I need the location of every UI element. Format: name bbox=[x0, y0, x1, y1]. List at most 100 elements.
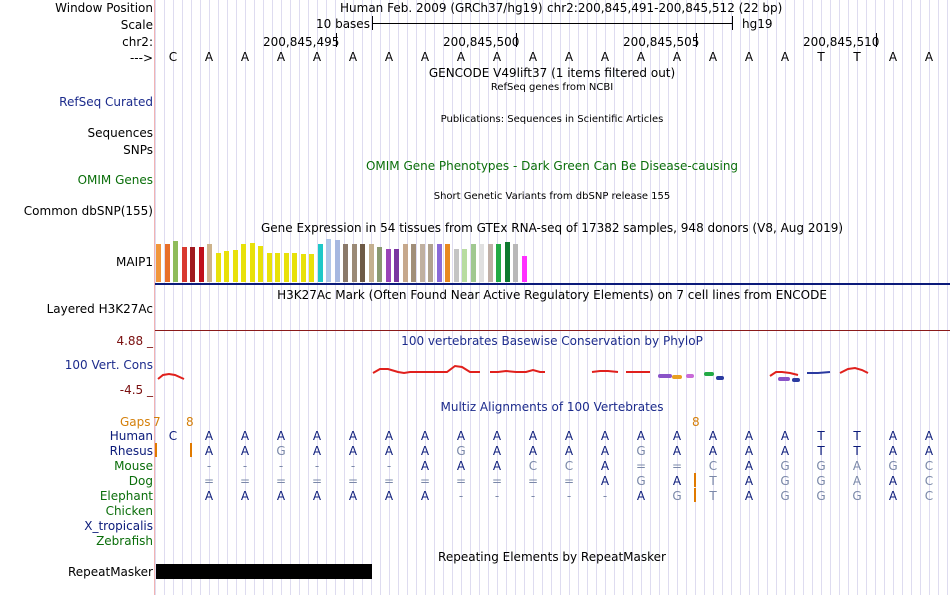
gtex-tissue-bar[interactable] bbox=[275, 253, 280, 282]
gtex-tissue-bar[interactable] bbox=[504, 242, 510, 282]
grid-line bbox=[515, 0, 516, 595]
h3k27-track-title[interactable]: H3K27Ac Mark (Often Found Near Active Re… bbox=[277, 288, 827, 302]
grid-line bbox=[641, 0, 642, 595]
grid-line bbox=[938, 0, 939, 595]
gtex-tissue-bar[interactable] bbox=[156, 244, 161, 282]
alignment-base: A bbox=[204, 429, 214, 443]
gtex-tissue-bar[interactable] bbox=[317, 244, 323, 282]
gtex-tissue-bar[interactable] bbox=[207, 244, 212, 282]
gtex-tissue-bar[interactable] bbox=[266, 253, 272, 282]
gtex-tissue-bar[interactable] bbox=[300, 254, 306, 282]
phylop-peak bbox=[490, 368, 545, 373]
alignment-base: - bbox=[386, 459, 392, 473]
omim-track-title[interactable]: OMIM Gene Phenotypes - Dark Green Can Be… bbox=[365, 159, 739, 173]
gtex-tissue-bar[interactable] bbox=[496, 244, 501, 282]
gtex-divider bbox=[155, 283, 950, 285]
alignment-base: A bbox=[708, 444, 718, 458]
species-label[interactable]: Rhesus bbox=[109, 444, 153, 458]
gtex-tissue-bar[interactable] bbox=[258, 246, 263, 282]
phylop-blob bbox=[686, 374, 694, 378]
dbsnp-track-label[interactable]: Common dbSNP(155) bbox=[23, 204, 153, 218]
gtex-tissue-bar[interactable] bbox=[232, 250, 238, 282]
gtex-tissue-bar[interactable] bbox=[402, 244, 408, 282]
gtex-tissue-bar[interactable] bbox=[411, 244, 416, 282]
species-label[interactable]: Elephant bbox=[99, 489, 153, 503]
gtex-tissue-bar[interactable] bbox=[190, 247, 195, 282]
repeat-track-title[interactable]: Repeating Elements by RepeatMasker bbox=[438, 550, 666, 564]
h3k27-track-label[interactable]: Layered H3K27Ac bbox=[46, 302, 153, 316]
gtex-tissue-bar[interactable] bbox=[283, 253, 289, 282]
gtex-tissue-bar[interactable] bbox=[513, 244, 518, 282]
species-label[interactable]: Mouse bbox=[114, 459, 153, 473]
repeat-element[interactable] bbox=[156, 564, 372, 579]
gtex-tissue-bar[interactable] bbox=[453, 249, 459, 282]
dbsnp-track-title[interactable]: Short Genetic Variants from dbSNP releas… bbox=[433, 191, 671, 202]
sequence-base: A bbox=[888, 50, 898, 64]
gtex-tissue-bar[interactable] bbox=[309, 254, 314, 282]
species-label[interactable]: X_tropicalis bbox=[84, 519, 153, 533]
alignment-base: - bbox=[458, 489, 464, 503]
grid-line bbox=[335, 0, 336, 595]
grid-line bbox=[281, 0, 282, 595]
gtex-tissue-bar[interactable] bbox=[436, 244, 442, 282]
gtex-tissue-bar[interactable] bbox=[385, 249, 391, 282]
gtex-tissue-bar[interactable] bbox=[334, 240, 340, 282]
species-label[interactable]: Human bbox=[109, 429, 153, 443]
gtex-tissue-bar[interactable] bbox=[419, 244, 425, 282]
alignment-base: A bbox=[312, 444, 322, 458]
gtex-tissue-bar[interactable] bbox=[241, 244, 246, 282]
gtex-tissue-bar[interactable] bbox=[360, 244, 365, 282]
gtex-tissue-bar[interactable] bbox=[249, 243, 255, 282]
gtex-tissue-bar[interactable] bbox=[198, 247, 204, 282]
phylop-track-label[interactable]: 100 Vert. Cons bbox=[64, 358, 153, 372]
alignment-base: C bbox=[168, 429, 178, 443]
grid-line bbox=[470, 0, 471, 595]
phylop-track-title[interactable]: 100 vertebrates Basewise Conservation by… bbox=[401, 334, 703, 348]
gtex-track-label[interactable]: MAIP1 bbox=[116, 255, 153, 269]
grid-line bbox=[173, 0, 174, 595]
repeat-track-label[interactable]: RepeatMasker bbox=[67, 565, 153, 579]
gtex-tissue-bar[interactable] bbox=[521, 256, 527, 282]
gtex-tissue-bar[interactable] bbox=[445, 244, 450, 282]
phylop-peak bbox=[372, 364, 480, 375]
publications-track-title[interactable]: Publications: Sequences in Scientific Ar… bbox=[440, 114, 664, 125]
gtex-tissue-bar[interactable] bbox=[173, 241, 178, 282]
refseq-track-title[interactable]: RefSeq genes from NCBI bbox=[490, 82, 614, 93]
omim-track-label[interactable]: OMIM Genes bbox=[77, 173, 153, 187]
species-label[interactable]: Zebrafish bbox=[96, 534, 153, 548]
gtex-tissue-bar[interactable] bbox=[224, 251, 229, 282]
grid-line bbox=[218, 0, 219, 595]
gtex-tissue-bar[interactable] bbox=[377, 247, 382, 282]
gtex-tissue-bar[interactable] bbox=[343, 244, 348, 282]
snps-track-label[interactable]: SNPs bbox=[123, 143, 153, 157]
alignment-base: A bbox=[456, 459, 466, 473]
gtex-tissue-bar[interactable] bbox=[470, 244, 476, 282]
gtex-track-title[interactable]: Gene Expression in 54 tissues from GTEx … bbox=[260, 221, 844, 235]
grid-line bbox=[344, 0, 345, 595]
multiz-track-title[interactable]: Multiz Alignments of 100 Vertebrates bbox=[440, 400, 664, 414]
species-label[interactable]: Dog bbox=[128, 474, 153, 488]
gtex-tissue-bar[interactable] bbox=[181, 247, 187, 282]
gtex-tissue-bar[interactable] bbox=[462, 249, 467, 282]
gtex-tissue-bar[interactable] bbox=[351, 244, 357, 282]
grid-line bbox=[497, 0, 498, 595]
sequences-track-label[interactable]: Sequences bbox=[87, 126, 153, 140]
gencode-track-title[interactable]: GENCODE V49lift37 (1 items filtered out) bbox=[428, 66, 676, 80]
gtex-tissue-bar[interactable] bbox=[428, 244, 433, 282]
refseq-track-label[interactable]: RefSeq Curated bbox=[59, 95, 153, 109]
gtex-tissue-bar[interactable] bbox=[479, 244, 484, 282]
gtex-tissue-bar[interactable] bbox=[215, 253, 221, 282]
species-label[interactable]: Chicken bbox=[105, 504, 153, 518]
gtex-tissue-bar[interactable] bbox=[394, 249, 399, 282]
gtex-tissue-bar[interactable] bbox=[164, 244, 170, 282]
gtex-tissue-bar[interactable] bbox=[326, 239, 331, 282]
coord-tick-label-4: 200,845,510 bbox=[803, 35, 880, 49]
gtex-tissue-bar[interactable] bbox=[368, 244, 374, 282]
grid-line bbox=[182, 0, 183, 595]
gtex-tissue-bar[interactable] bbox=[487, 244, 493, 282]
grid-line bbox=[191, 0, 192, 595]
alignment-base: = bbox=[563, 474, 575, 488]
sequence-base: A bbox=[600, 50, 610, 64]
gtex-tissue-bar[interactable] bbox=[292, 253, 297, 282]
